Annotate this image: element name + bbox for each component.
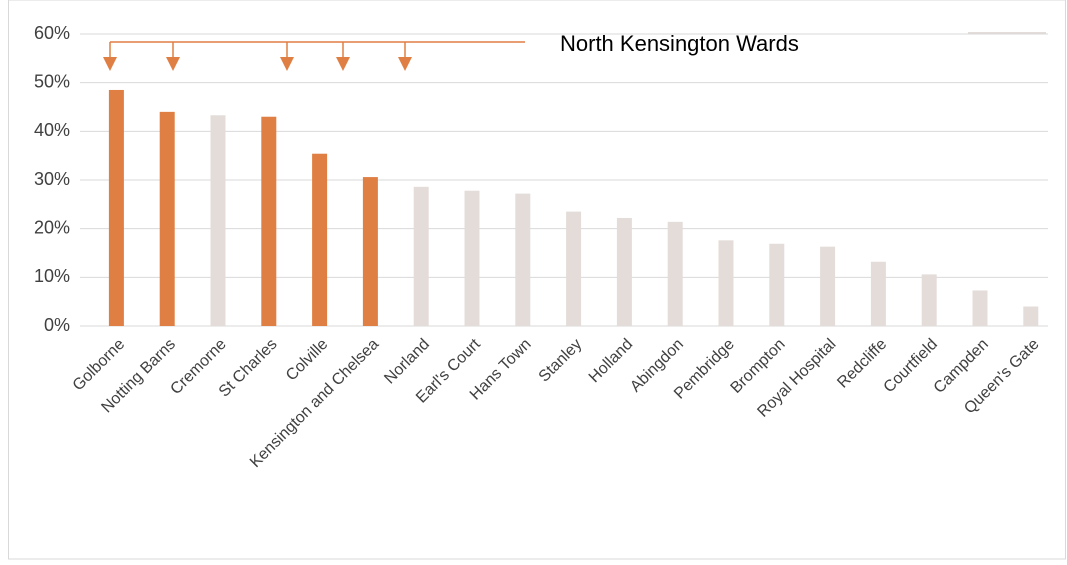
bar (261, 116, 277, 326)
x-tick-label: Colville (283, 336, 332, 385)
bar (769, 243, 785, 326)
bar (210, 115, 226, 326)
bar (464, 190, 480, 326)
bar (362, 177, 378, 326)
bar (921, 274, 937, 326)
x-tick-label: Holland (586, 336, 636, 386)
bar (108, 89, 124, 326)
y-tick-label: 20% (34, 217, 70, 237)
bar (718, 240, 734, 326)
bar (616, 217, 632, 326)
bar (159, 111, 175, 326)
x-tick-label: Stanley (536, 336, 586, 386)
bar (312, 153, 328, 326)
x-tick-label: Norland (381, 336, 433, 388)
bar (566, 211, 582, 326)
bar (1023, 306, 1039, 326)
bar (972, 290, 988, 326)
arrowheads (103, 57, 412, 71)
bracket (109, 41, 525, 58)
bar (870, 261, 886, 326)
bar (515, 193, 531, 326)
bar (667, 221, 683, 326)
y-tick-label: 30% (34, 169, 70, 189)
chart-border (8, 0, 1066, 560)
y-tick-label: 40% (34, 120, 70, 140)
annotation: North Kensington Wards (560, 31, 799, 56)
y-tick-label: 60% (34, 23, 70, 43)
bar (820, 246, 836, 326)
y-tick-label: 10% (34, 266, 70, 286)
y-tick-label: 0% (44, 315, 70, 335)
y-tick-label: 50% (34, 71, 70, 91)
bar (413, 186, 429, 326)
